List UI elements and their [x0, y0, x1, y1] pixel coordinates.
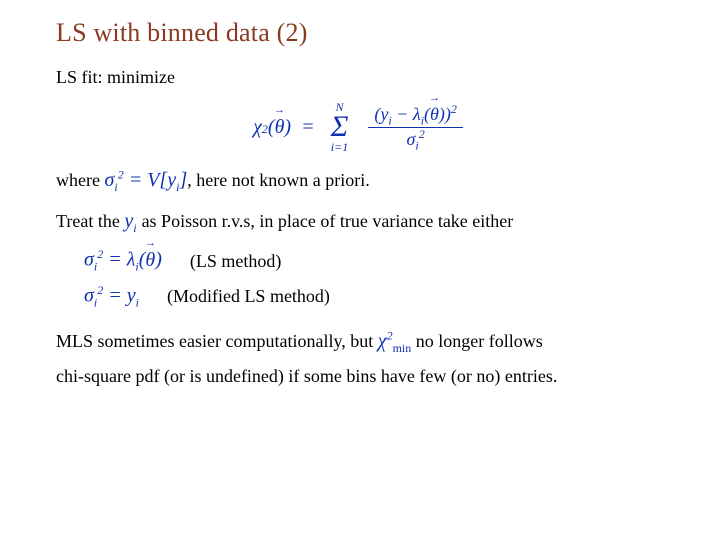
cm-chi: χ [378, 330, 387, 352]
sigma-var-inline: σi2 = V[yi] [104, 166, 187, 196]
method-ls: σi2 = λi(θ) (LS method) [84, 247, 664, 275]
sv-eq: = [124, 169, 148, 191]
line-where-sigma: where σi2 = V[yi] , here not known a pri… [56, 166, 664, 196]
chi2-min: χ2min [378, 327, 411, 357]
method1-formula: σi2 = λi(θ) [84, 247, 162, 275]
eq-sign: = [301, 116, 315, 139]
lhs-theta: θ [275, 116, 285, 139]
yi-sub: i [133, 221, 136, 235]
m1-open: ( [139, 249, 146, 271]
line3-b: as Poisson r.v.s, in place of true varia… [142, 211, 514, 231]
where-post: , here not known a priori. [187, 170, 369, 190]
method1-label: (LS method) [190, 251, 282, 272]
line-chi2pdf: chi-square pdf (or is undefined) if some… [56, 363, 664, 389]
method2-formula: σi2 = yi [84, 283, 139, 311]
den-sup: 2 [419, 127, 425, 141]
chi2-equation: χ2(θ) = N Σ i=1 (yi − λi(θ))2 σi2 [56, 102, 664, 152]
m1-eq: = [103, 249, 127, 271]
lhs-close: ) [284, 116, 291, 139]
chi2-lhs: χ2(θ) [253, 116, 291, 139]
line-mls-note: MLS sometimes easier computationally, bu… [56, 327, 664, 357]
line-poisson: Treat the yi as Poisson r.v.s, in place … [56, 207, 664, 237]
slide-title: LS with binned data (2) [56, 18, 664, 48]
method-mls: σi2 = yi (Modified LS method) [84, 283, 664, 311]
m2-y: y [127, 285, 136, 307]
m1-theta: θ [145, 249, 155, 272]
where-pre: where [56, 170, 104, 190]
line4-a: MLS sometimes easier computationally, bu… [56, 331, 378, 351]
chi2-fraction: (yi − λi(θ))2 σi2 [368, 103, 462, 152]
line-ls-fit: LS fit: minimize [56, 64, 664, 90]
m1-sigma: σ [84, 249, 94, 271]
chi2-numerator: (yi − λi(θ))2 [368, 103, 462, 127]
sum-bot: i=1 [331, 142, 348, 152]
chi2-denominator: σi2 [401, 128, 431, 152]
lhs-open: ( [268, 116, 275, 139]
chi-symbol: χ [253, 116, 262, 139]
sv-sub: i [114, 180, 117, 194]
m2-sigma: σ [84, 285, 94, 307]
slide-container: LS with binned data (2) LS fit: minimize… [0, 0, 720, 540]
yi-y: y [124, 210, 133, 232]
num-lambda: λ [413, 104, 421, 124]
m2-sub: i [94, 296, 97, 310]
line4-b: no longer follows [411, 331, 542, 351]
num-minus: − [392, 104, 413, 124]
sum-sigma: Σ [331, 112, 349, 142]
sv-yi: y [167, 169, 176, 191]
m2-eq: = [103, 285, 127, 307]
yi-inline: yi [124, 210, 141, 232]
sum-symbol-block: N Σ i=1 [331, 102, 349, 152]
sv-sigma: σ [104, 169, 114, 191]
num-sup: 2 [451, 102, 457, 116]
sv-V: V [147, 169, 159, 191]
chi2-eq-inline: χ2(θ) = N Σ i=1 (yi − λi(θ))2 σi2 [253, 102, 467, 152]
method2-label: (Modified LS method) [167, 286, 330, 307]
cm-sub: min [393, 341, 412, 355]
m2-y-sub: i [136, 296, 139, 310]
line3-a: Treat the [56, 211, 124, 231]
num-theta: θ [430, 105, 439, 124]
m1-close: ) [155, 249, 162, 271]
m1-sub: i [94, 260, 97, 274]
